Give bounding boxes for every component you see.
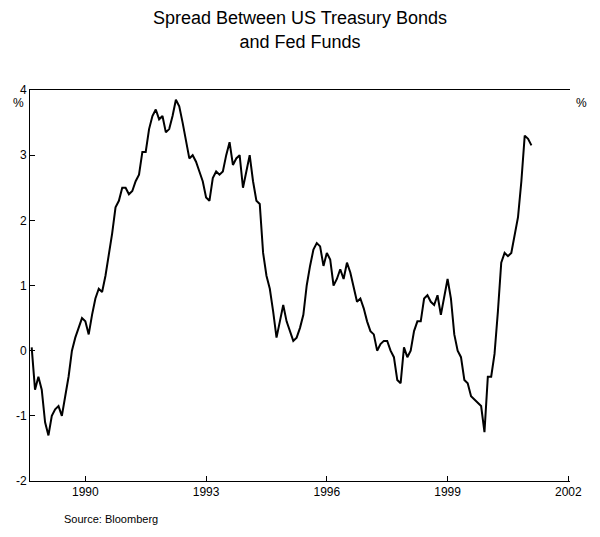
svg-text:-2: -2 <box>16 474 27 488</box>
svg-text:1: 1 <box>20 279 27 293</box>
svg-text:1996: 1996 <box>313 485 340 499</box>
svg-text:0: 0 <box>20 344 27 358</box>
svg-text:1993: 1993 <box>193 485 220 499</box>
svg-text:%: % <box>576 96 587 110</box>
svg-text:4: 4 <box>20 83 27 97</box>
svg-text:Source: Bloomberg: Source: Bloomberg <box>64 513 158 525</box>
svg-text:1990: 1990 <box>72 485 99 499</box>
svg-text:2: 2 <box>20 214 27 228</box>
svg-text:%: % <box>13 96 24 110</box>
svg-text:3: 3 <box>20 148 27 162</box>
svg-text:Spread Between US Treasury Bon: Spread Between US Treasury Bondsand Fed … <box>153 8 447 51</box>
svg-text:2002: 2002 <box>555 485 582 499</box>
svg-text:1999: 1999 <box>434 485 461 499</box>
svg-text:-1: -1 <box>16 409 27 423</box>
